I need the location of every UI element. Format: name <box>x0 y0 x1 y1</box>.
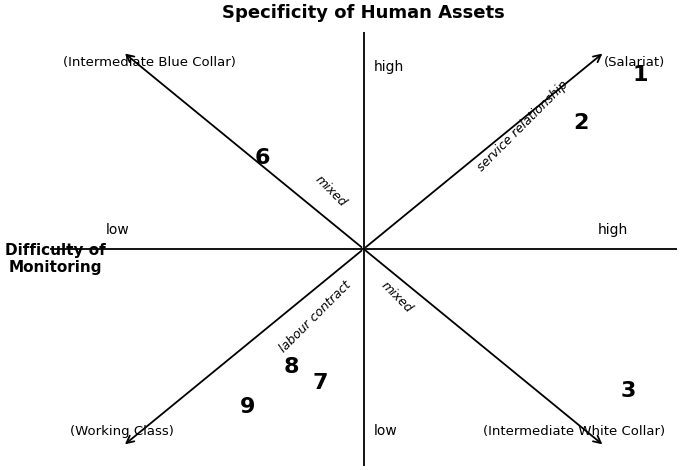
Text: 8: 8 <box>283 357 299 377</box>
Text: Difficulty of
Monitoring: Difficulty of Monitoring <box>5 243 106 275</box>
Text: labour contract: labour contract <box>277 279 353 355</box>
Text: 7: 7 <box>313 373 328 393</box>
Text: high: high <box>597 223 628 237</box>
Text: low: low <box>373 424 397 438</box>
Title: Specificity of Human Assets: Specificity of Human Assets <box>222 4 505 22</box>
Text: mixed: mixed <box>379 279 415 315</box>
Text: (Working Class): (Working Class) <box>69 425 174 438</box>
Text: mixed: mixed <box>313 173 349 210</box>
Text: 1: 1 <box>633 65 648 86</box>
Text: high: high <box>373 60 404 74</box>
Text: (Intermediate White Collar): (Intermediate White Collar) <box>483 425 665 438</box>
Text: 9: 9 <box>240 397 255 417</box>
Text: service relationship: service relationship <box>475 78 571 174</box>
Text: (Salariat): (Salariat) <box>603 56 665 69</box>
Text: low: low <box>106 223 130 237</box>
Text: (Intermediate Blue Collar): (Intermediate Blue Collar) <box>63 56 236 69</box>
Text: 3: 3 <box>621 381 636 401</box>
Text: 6: 6 <box>255 148 270 168</box>
Text: 2: 2 <box>573 113 588 133</box>
